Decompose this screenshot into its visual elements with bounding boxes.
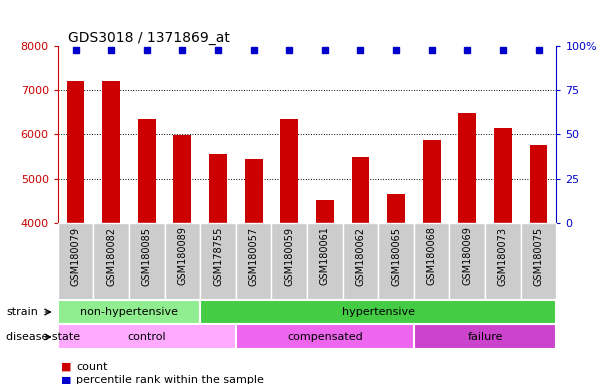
Text: GSM180069: GSM180069 <box>462 227 472 285</box>
Text: percentile rank within the sample: percentile rank within the sample <box>76 375 264 384</box>
Bar <box>387 194 405 223</box>
Bar <box>236 324 414 349</box>
Text: non-hypertensive: non-hypertensive <box>80 307 178 317</box>
Text: hypertensive: hypertensive <box>342 307 415 317</box>
Bar <box>200 300 556 324</box>
Bar <box>58 223 94 300</box>
Bar <box>67 81 85 223</box>
Text: GSM180065: GSM180065 <box>391 227 401 286</box>
Bar <box>378 223 414 300</box>
Text: compensated: compensated <box>287 332 363 342</box>
Text: strain: strain <box>6 307 38 317</box>
Text: GSM180085: GSM180085 <box>142 227 152 286</box>
Bar <box>423 140 441 223</box>
Bar <box>458 113 476 223</box>
Bar <box>485 223 520 300</box>
Text: count: count <box>76 362 108 372</box>
Text: ■: ■ <box>61 362 71 372</box>
Text: GSM180062: GSM180062 <box>356 227 365 286</box>
Text: disease state: disease state <box>6 332 80 342</box>
Bar <box>244 159 263 223</box>
Text: GSM180089: GSM180089 <box>178 227 187 285</box>
Bar <box>449 223 485 300</box>
Bar <box>271 223 307 300</box>
Bar <box>280 119 298 223</box>
Bar <box>58 300 200 324</box>
Bar <box>520 223 556 300</box>
Text: GSM180068: GSM180068 <box>427 227 437 285</box>
Bar <box>414 223 449 300</box>
Text: GSM180075: GSM180075 <box>533 227 544 286</box>
Text: GSM178755: GSM178755 <box>213 227 223 286</box>
Bar <box>138 119 156 223</box>
Bar <box>530 144 547 223</box>
Text: GSM180061: GSM180061 <box>320 227 330 285</box>
Bar <box>236 223 271 300</box>
Bar <box>316 200 334 223</box>
Text: ■: ■ <box>61 375 71 384</box>
Bar <box>414 324 556 349</box>
Bar <box>307 223 343 300</box>
Text: GSM180073: GSM180073 <box>498 227 508 286</box>
Bar <box>58 324 236 349</box>
Text: GSM180057: GSM180057 <box>249 227 258 286</box>
Text: GSM180079: GSM180079 <box>71 227 81 286</box>
Bar <box>102 81 120 223</box>
Bar <box>209 154 227 223</box>
Text: GDS3018 / 1371869_at: GDS3018 / 1371869_at <box>67 31 230 45</box>
Bar <box>129 223 165 300</box>
Bar <box>173 135 192 223</box>
Bar <box>94 223 129 300</box>
Text: failure: failure <box>468 332 503 342</box>
Text: control: control <box>128 332 166 342</box>
Bar <box>200 223 236 300</box>
Bar <box>343 223 378 300</box>
Text: GSM180059: GSM180059 <box>284 227 294 286</box>
Bar <box>494 128 512 223</box>
Bar <box>351 157 370 223</box>
Text: GSM180082: GSM180082 <box>106 227 116 286</box>
Bar <box>165 223 200 300</box>
